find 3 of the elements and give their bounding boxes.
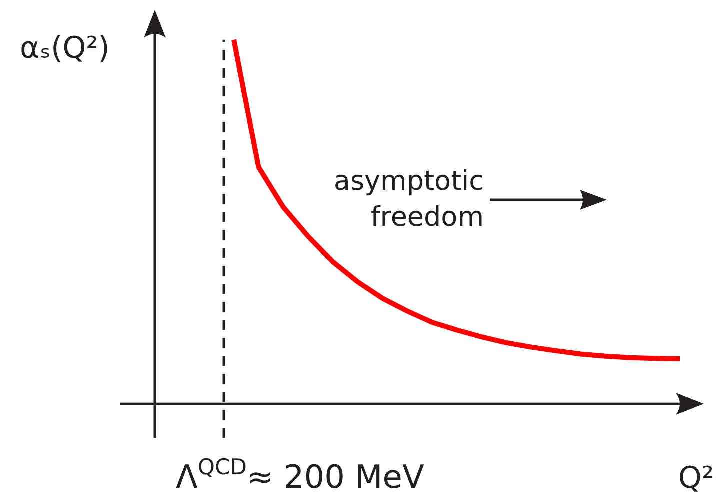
y-axis-title: αₛ(Q²) — [20, 31, 110, 66]
x-axis-title: Q² — [678, 461, 714, 495]
annotation: asymptotic freedom — [334, 166, 484, 233]
